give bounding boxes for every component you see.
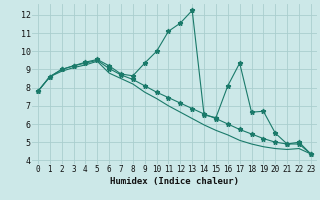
X-axis label: Humidex (Indice chaleur): Humidex (Indice chaleur) [110, 177, 239, 186]
